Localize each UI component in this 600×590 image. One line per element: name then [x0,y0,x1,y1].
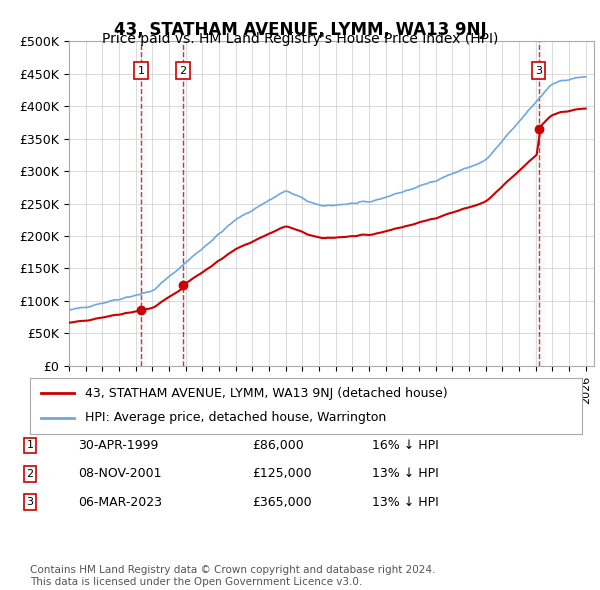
Text: 3: 3 [26,497,34,507]
Bar [136,41,146,366]
Text: 30-APR-1999: 30-APR-1999 [78,439,158,452]
Text: 2: 2 [26,469,34,478]
Text: 1: 1 [137,65,145,76]
Text: 16% ↓ HPI: 16% ↓ HPI [372,439,439,452]
Text: 3: 3 [535,65,542,76]
Text: 13% ↓ HPI: 13% ↓ HPI [372,496,439,509]
Text: 06-MAR-2023: 06-MAR-2023 [78,496,162,509]
Text: Contains HM Land Registry data © Crown copyright and database right 2024.
This d: Contains HM Land Registry data © Crown c… [30,565,436,587]
Text: 43, STATHAM AVENUE, LYMM, WA13 9NJ (detached house): 43, STATHAM AVENUE, LYMM, WA13 9NJ (deta… [85,387,448,400]
Bar [533,41,544,366]
Text: 08-NOV-2001: 08-NOV-2001 [78,467,161,480]
Text: 43, STATHAM AVENUE, LYMM, WA13 9NJ: 43, STATHAM AVENUE, LYMM, WA13 9NJ [113,21,487,39]
Text: 13% ↓ HPI: 13% ↓ HPI [372,467,439,480]
Text: £365,000: £365,000 [252,496,311,509]
Text: HPI: Average price, detached house, Warrington: HPI: Average price, detached house, Warr… [85,411,386,424]
Text: 2: 2 [179,65,187,76]
Text: 1: 1 [26,441,34,450]
Bar [178,41,188,366]
Text: Price paid vs. HM Land Registry's House Price Index (HPI): Price paid vs. HM Land Registry's House … [102,32,498,47]
Text: £86,000: £86,000 [252,439,304,452]
Text: £125,000: £125,000 [252,467,311,480]
